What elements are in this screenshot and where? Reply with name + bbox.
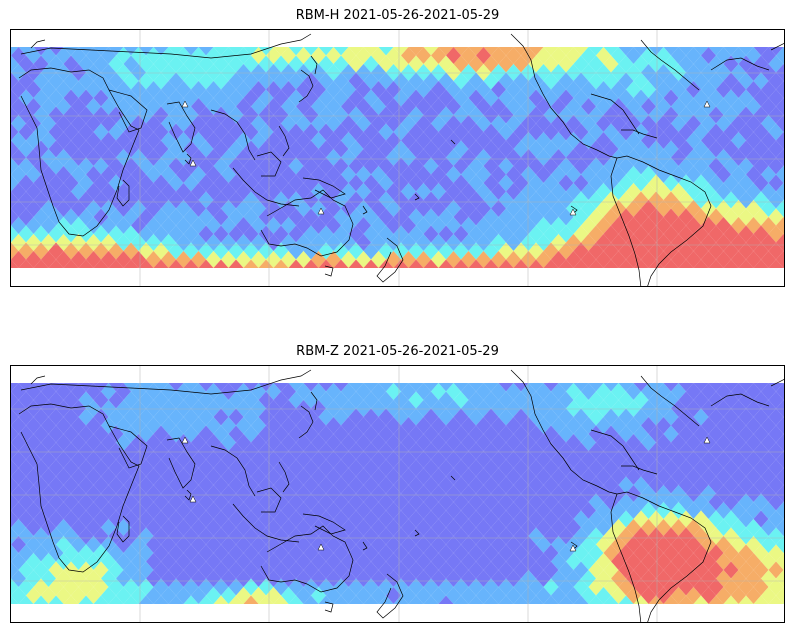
gridlines (11, 30, 784, 286)
gridlines (11, 366, 784, 622)
coastlines (18, 33, 784, 286)
site-markers (181, 100, 711, 216)
site-markers (181, 436, 711, 552)
panel-title-rbm-z: RBM-Z 2021-05-26-2021-05-29 (296, 344, 499, 359)
data-field (11, 47, 784, 268)
map-canvas-rbm-z (11, 366, 784, 622)
map-canvas-rbm-h (11, 30, 784, 286)
map-rbm-h (10, 29, 785, 287)
coastlines (18, 369, 784, 622)
panel-title-rbm-h: RBM-H 2021-05-26-2021-05-29 (295, 8, 500, 23)
data-field (11, 383, 784, 604)
map-rbm-z (10, 365, 785, 623)
